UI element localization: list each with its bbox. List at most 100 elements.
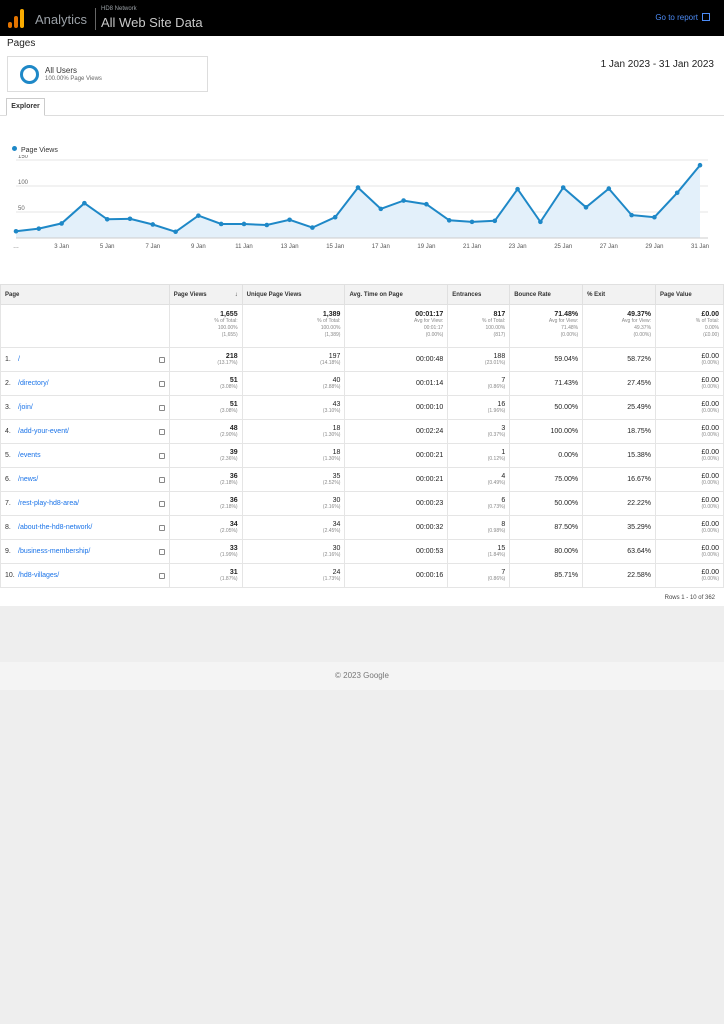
bounce-rate-cell: 59.04% — [509, 347, 584, 372]
avg-time-cell: 00:00:32 — [344, 515, 449, 540]
rows-info: Rows 1 - 10 of 362 — [664, 595, 715, 601]
totals-absolute: (0.00%) — [633, 332, 652, 338]
col-header-page-views[interactable]: Page Views ↓ — [168, 284, 243, 305]
page-value-value: £0.00 — [701, 545, 719, 552]
segment-card[interactable]: All Users 100.00% Page Views — [7, 56, 208, 92]
col-header-page-views-label: Page Views — [173, 291, 207, 298]
row-index: 1. — [5, 356, 11, 363]
page-views-value: 31 — [229, 569, 238, 576]
page-views-value: 36 — [229, 473, 238, 480]
page-path-link[interactable]: / — [18, 356, 20, 363]
page-path-link[interactable]: /events — [18, 452, 41, 459]
segment-name: All Users — [45, 66, 78, 75]
page-cell: 4. /add-your-event/ — [0, 419, 170, 444]
page-cell: 6. /news/ — [0, 467, 170, 492]
copy-link-icon[interactable] — [158, 429, 165, 435]
unique-views-value: 197 — [328, 353, 341, 360]
page-value-percent: (0.00%) — [701, 408, 719, 414]
copy-link-icon[interactable] — [158, 453, 165, 459]
data-point — [59, 221, 64, 226]
exit-cell: 18.75% — [582, 419, 657, 444]
col-header-bounce-rate[interactable]: Bounce Rate — [509, 284, 584, 305]
data-point — [355, 185, 361, 190]
tab-divider — [0, 115, 724, 116]
segment-ring-icon — [20, 65, 39, 84]
avg-time-cell: 00:00:21 — [344, 443, 449, 468]
totals-percent: 49.37% — [634, 325, 652, 331]
entrances-value: 16 — [497, 401, 506, 408]
unique-views-cell: 43 (3.10%) — [241, 395, 346, 420]
tab-explorer[interactable]: Explorer — [6, 98, 45, 116]
totals-absolute: (1,389) — [324, 332, 341, 338]
x-tick-label: 7 Jan — [145, 244, 160, 250]
bounce-rate-cell: 100.00% — [509, 419, 584, 444]
exit-cell: 25.49% — [582, 395, 657, 420]
table-row: 9. /business-membership/ 33 (1.99%) 30 (2.1… — [0, 539, 724, 564]
col-header-page[interactable]: Page — [0, 284, 170, 305]
page-cell: 3. /join/ — [0, 395, 170, 420]
page-value-cell: £0.00 (0.00%) — [655, 467, 724, 492]
copy-link-icon[interactable] — [158, 573, 165, 579]
page-views-value: 51 — [229, 401, 238, 408]
data-point — [560, 185, 566, 190]
exit-cell: 35.29% — [582, 515, 657, 540]
page-path-link[interactable]: /join/ — [18, 404, 33, 411]
page-path-link[interactable]: /about-the-hd8-network/ — [18, 524, 93, 531]
copy-link-icon[interactable] — [158, 381, 165, 387]
page-path-link[interactable]: /business-membership/ — [18, 548, 91, 555]
avg-time-cell: 00:00:21 — [344, 467, 449, 492]
page-value-percent: (0.00%) — [701, 432, 719, 438]
page-path-link[interactable]: /rest-play-hd8-area/ — [18, 500, 80, 507]
col-header-page-value[interactable]: Page Value — [655, 284, 724, 305]
col-header-exit[interactable]: % Exit — [582, 284, 657, 305]
totals-percent: 71.48% — [561, 325, 579, 331]
totals-absolute: (£0.00) — [703, 332, 719, 338]
unique-views-cell: 34 (2.45%) — [241, 515, 346, 540]
x-tick-label: 25 Jan — [554, 244, 572, 250]
go-to-report-link[interactable]: Go to report — [655, 13, 710, 22]
property-selector[interactable]: All Web Site Data — [101, 15, 203, 30]
bounce-rate-cell: 87.50% — [509, 515, 584, 540]
bounce-rate-cell: 85.71% — [509, 563, 584, 588]
col-header-entrances[interactable]: Entrances — [447, 284, 511, 305]
date-range-picker[interactable]: 1 Jan 2023 - 31 Jan 2023 — [600, 59, 714, 70]
exit-cell: 15.38% — [582, 443, 657, 468]
pages-table: Page Page Views ↓ Unique Page Views Avg. … — [0, 284, 724, 588]
col-header-unique-page-views[interactable]: Unique Page Views — [241, 284, 346, 305]
page-value-value: £0.00 — [701, 521, 719, 528]
entrances-value: 7 — [501, 377, 506, 384]
copy-link-icon[interactable] — [158, 357, 165, 363]
unique-views-percent: (2.88%) — [322, 384, 341, 390]
page-path-link[interactable]: /hd8-villages/ — [18, 572, 60, 579]
top-bar: Analytics HD8 Network All Web Site Data … — [0, 0, 724, 36]
unique-views-cell: 197 (14.18%) — [241, 347, 346, 372]
exit-cell: 22.22% — [582, 491, 657, 516]
page-views-cell: 51 (3.08%) — [168, 395, 243, 420]
copy-link-icon[interactable] — [158, 501, 165, 507]
copy-link-icon[interactable] — [158, 549, 165, 555]
entrances-percent: (0.37%) — [487, 432, 506, 438]
x-tick-label: 11 Jan — [235, 244, 253, 250]
account-name[interactable]: HD8 Network — [101, 6, 137, 12]
page-views-cell: 218 (13.17%) — [168, 347, 243, 372]
copy-link-icon[interactable] — [158, 477, 165, 483]
x-tick-label: … — [13, 244, 19, 250]
page-path-link[interactable]: /add-your-event/ — [18, 428, 69, 435]
exit-cell: 27.45% — [582, 371, 657, 396]
page-views-value: 218 — [225, 353, 238, 360]
totals-cell: 1,389 % of Total: 100.00% (1,389) — [241, 304, 346, 348]
page-path-link[interactable]: /news/ — [18, 476, 39, 483]
data-point — [492, 218, 498, 224]
table-row: 7. /rest-play-hd8-area/ 36 (2.18%) 30 (2.16… — [0, 491, 724, 516]
totals-spacer — [0, 304, 170, 348]
row-index: 2. — [5, 380, 11, 387]
page-path-link[interactable]: /directory/ — [18, 380, 49, 387]
col-header-avg-time[interactable]: Avg. Time on Page — [344, 284, 449, 305]
data-point — [515, 186, 520, 192]
copy-link-icon[interactable] — [158, 525, 165, 531]
unique-views-value: 34 — [332, 521, 341, 528]
totals-value: 817 — [493, 311, 506, 318]
x-tick-label: 23 Jan — [509, 244, 527, 250]
copy-link-icon[interactable] — [158, 405, 165, 411]
data-point — [196, 213, 201, 218]
